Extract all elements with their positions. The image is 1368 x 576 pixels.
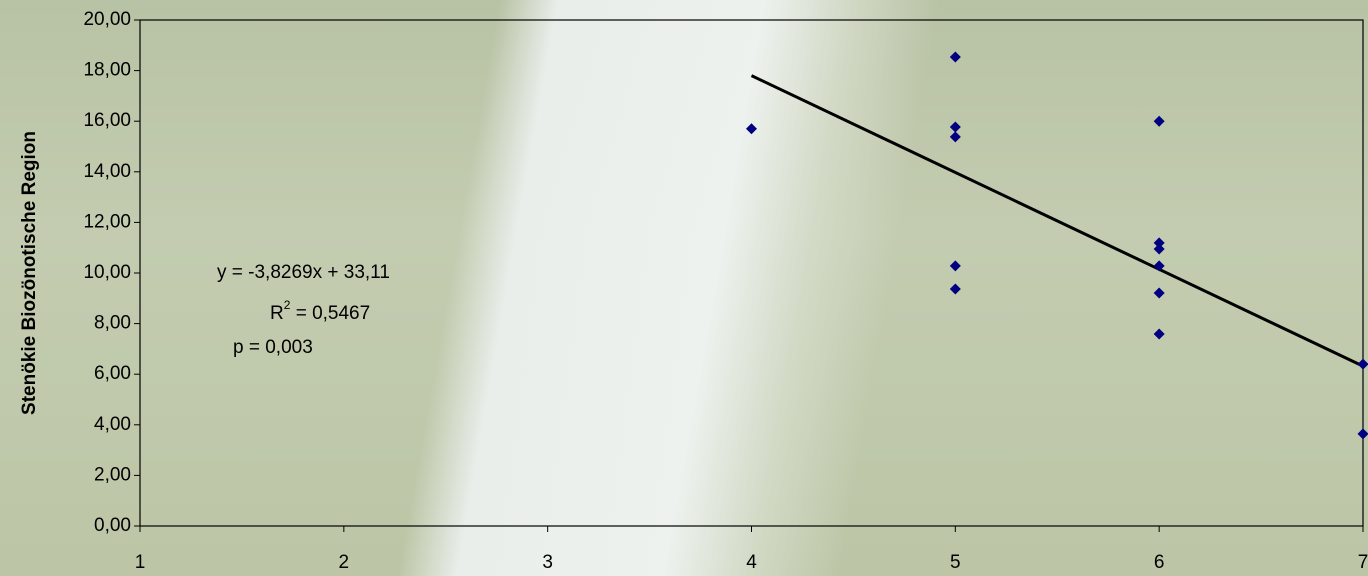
point bbox=[746, 123, 757, 134]
trend-line bbox=[752, 76, 1364, 366]
r-squared: R2 = 0,5467 bbox=[270, 298, 370, 324]
point bbox=[950, 283, 961, 294]
y-tick-label: 8,00 bbox=[94, 313, 131, 334]
y-tick-label: 18,00 bbox=[83, 60, 131, 81]
x-tick-label: 5 bbox=[950, 552, 961, 573]
point bbox=[1154, 287, 1165, 298]
r2-base: R bbox=[270, 303, 284, 324]
y-tick-label: 12,00 bbox=[83, 211, 131, 232]
y-tick-label: 2,00 bbox=[94, 464, 131, 485]
point bbox=[950, 131, 961, 142]
point bbox=[950, 260, 961, 271]
y-tick-label: 20,00 bbox=[83, 9, 131, 30]
point bbox=[950, 51, 961, 62]
point bbox=[950, 122, 961, 133]
x-tick-label: 4 bbox=[746, 552, 757, 573]
x-tick-label: 1 bbox=[135, 552, 146, 573]
y-tick-label: 14,00 bbox=[83, 161, 131, 182]
point bbox=[1154, 243, 1165, 254]
equation: y = -3,8269x + 33,11 bbox=[217, 262, 390, 283]
point bbox=[1154, 328, 1165, 339]
y-tick-label: 16,00 bbox=[83, 110, 131, 131]
y-tick-label: 6,00 bbox=[94, 363, 131, 384]
y-tick-label: 4,00 bbox=[94, 414, 131, 435]
point bbox=[1358, 359, 1368, 370]
y-tick-label: 0,00 bbox=[94, 515, 131, 536]
y-axis-label: Stenökie Biozönotische Region bbox=[19, 131, 40, 415]
p-value: p = 0,003 bbox=[233, 337, 313, 358]
chart: Stenökie Biozönotische Region y = -3,826… bbox=[0, 0, 1368, 576]
point bbox=[1358, 428, 1368, 439]
page: {"chart_data": {"type": "scatter", "y_la… bbox=[0, 0, 1368, 576]
x-tick-label: 2 bbox=[339, 552, 350, 573]
x-tick-label: 6 bbox=[1154, 552, 1165, 573]
x-tick-label: 7 bbox=[1358, 552, 1368, 573]
x-tick-label: 3 bbox=[542, 552, 553, 573]
r2-rest: = 0,5467 bbox=[290, 303, 370, 324]
point bbox=[1154, 116, 1165, 127]
y-tick-label: 10,00 bbox=[83, 262, 131, 283]
